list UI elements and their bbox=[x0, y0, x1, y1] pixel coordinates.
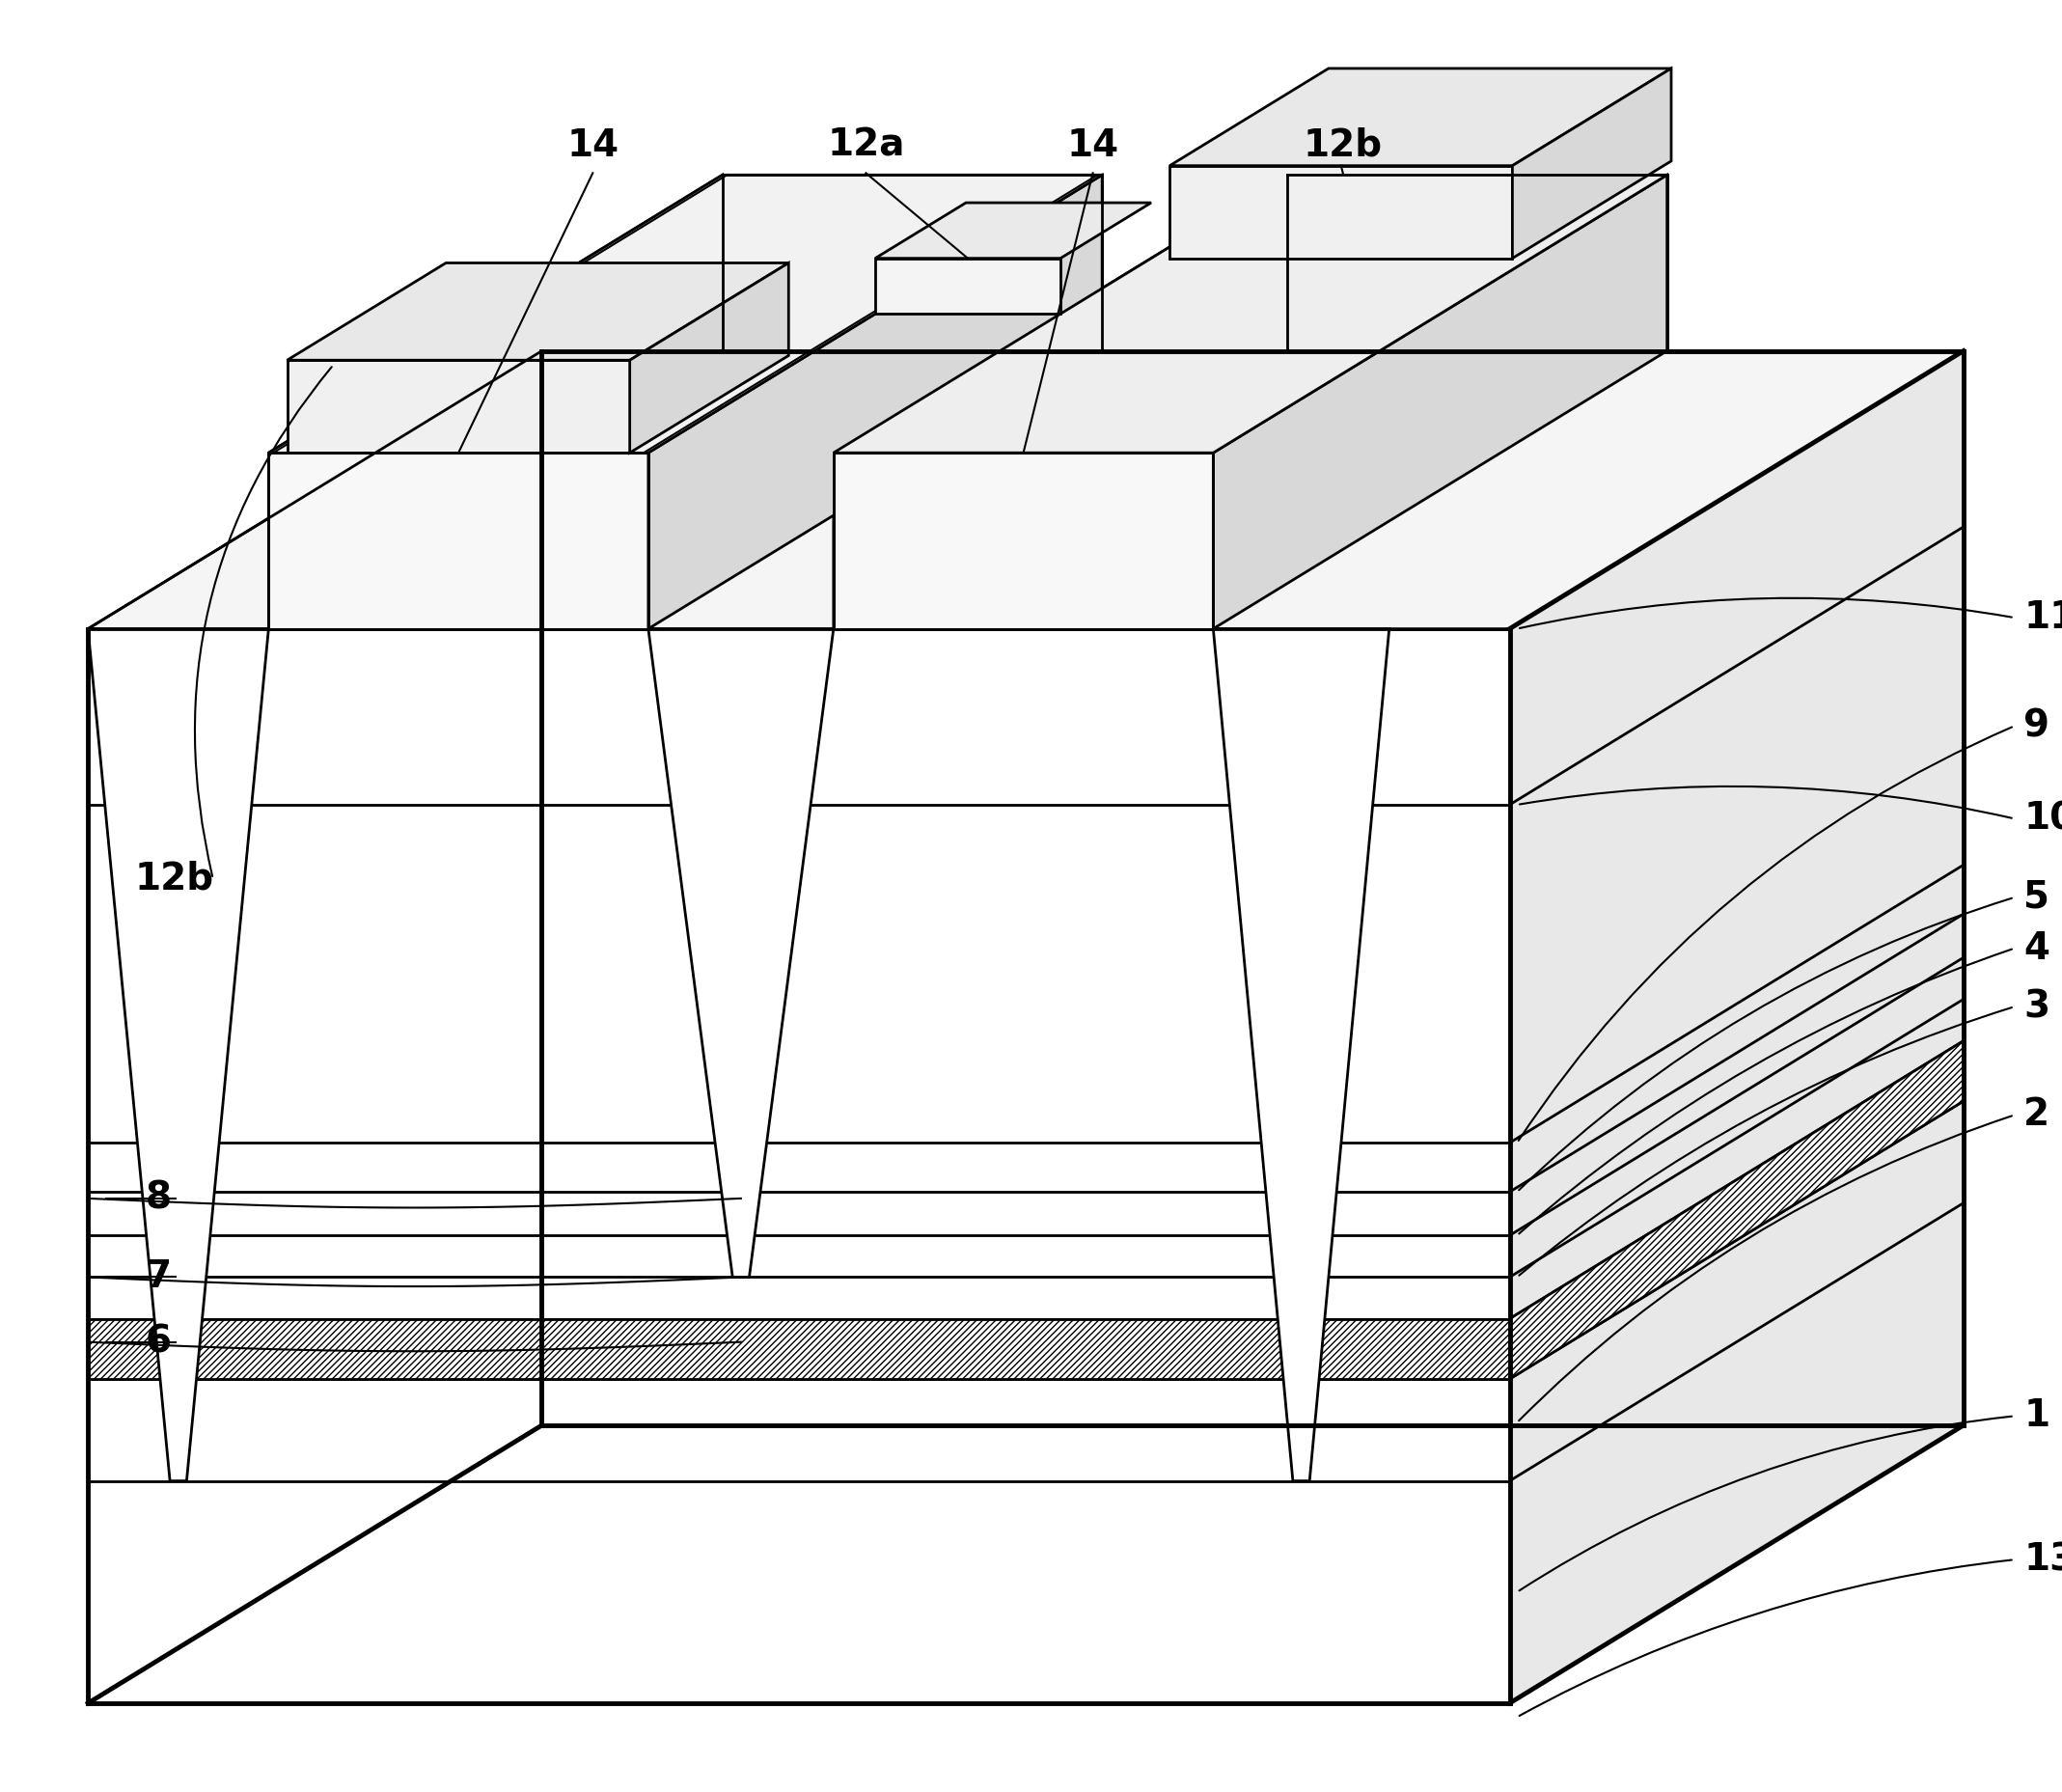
Polygon shape bbox=[647, 629, 833, 1278]
Polygon shape bbox=[1169, 68, 1670, 165]
Polygon shape bbox=[874, 202, 1151, 258]
Text: 12a: 12a bbox=[827, 127, 905, 163]
Polygon shape bbox=[833, 453, 1212, 629]
Polygon shape bbox=[874, 258, 1060, 314]
Text: 7: 7 bbox=[144, 1258, 171, 1296]
Polygon shape bbox=[542, 1041, 1963, 1100]
Polygon shape bbox=[287, 360, 629, 453]
Polygon shape bbox=[1169, 165, 1511, 258]
Polygon shape bbox=[1509, 1041, 1963, 1380]
Text: 1: 1 bbox=[2023, 1398, 2050, 1434]
Text: 12b: 12b bbox=[134, 860, 214, 898]
Polygon shape bbox=[542, 351, 1963, 1425]
Polygon shape bbox=[268, 176, 722, 629]
Polygon shape bbox=[1287, 176, 1666, 351]
Text: 5: 5 bbox=[2023, 880, 2050, 916]
Polygon shape bbox=[89, 629, 268, 1480]
Text: 11: 11 bbox=[2023, 599, 2062, 636]
Polygon shape bbox=[268, 176, 1101, 453]
Polygon shape bbox=[1212, 176, 1666, 629]
Text: 3: 3 bbox=[2023, 989, 2050, 1025]
Polygon shape bbox=[722, 176, 1101, 351]
Text: 14: 14 bbox=[567, 127, 619, 163]
Text: 13: 13 bbox=[2023, 1541, 2062, 1579]
Text: 6: 6 bbox=[144, 1324, 171, 1360]
Text: 2: 2 bbox=[2023, 1097, 2050, 1133]
Polygon shape bbox=[833, 176, 1287, 629]
Polygon shape bbox=[89, 1425, 1963, 1702]
Polygon shape bbox=[1511, 68, 1670, 258]
Polygon shape bbox=[268, 453, 647, 629]
Text: 14: 14 bbox=[1066, 127, 1120, 163]
Polygon shape bbox=[1509, 351, 1963, 1702]
Polygon shape bbox=[1212, 629, 1390, 1480]
Text: 4: 4 bbox=[2023, 930, 2050, 966]
Polygon shape bbox=[89, 629, 1509, 1702]
Polygon shape bbox=[647, 176, 1101, 629]
Polygon shape bbox=[629, 263, 788, 453]
Polygon shape bbox=[272, 176, 1097, 453]
Polygon shape bbox=[287, 263, 788, 360]
Text: 8: 8 bbox=[144, 1181, 171, 1217]
Polygon shape bbox=[89, 1319, 1509, 1380]
Text: 10: 10 bbox=[2023, 801, 2062, 837]
Text: 12b: 12b bbox=[1303, 127, 1382, 163]
Polygon shape bbox=[833, 176, 1666, 453]
Polygon shape bbox=[89, 351, 1963, 629]
Text: 9: 9 bbox=[2023, 708, 2050, 744]
